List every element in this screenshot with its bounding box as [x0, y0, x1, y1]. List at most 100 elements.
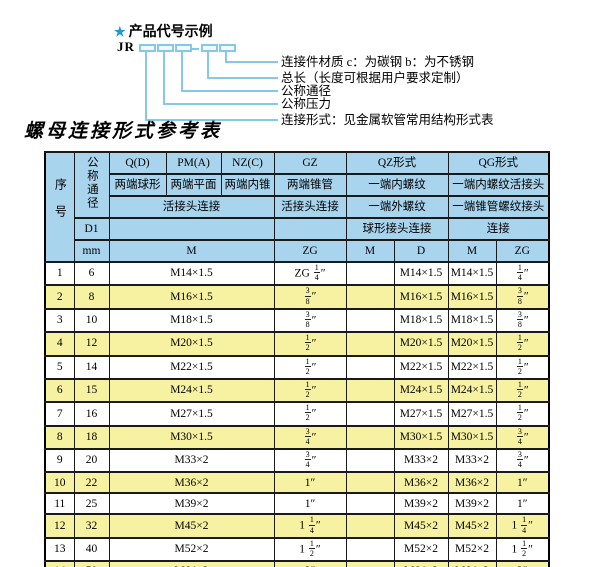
cell-m: M52×2	[108, 536, 275, 563]
cell-qz_d: M16×1.5	[393, 284, 449, 310]
star-icon: ★	[114, 24, 126, 39]
cell-m: M22×1.5	[108, 354, 275, 380]
cell-zg: 1″	[273, 471, 347, 495]
cell-zg: 3 8 ″	[273, 307, 347, 334]
connector-line	[145, 51, 147, 121]
cell-dn: 22	[73, 471, 110, 495]
cell-qz_m	[345, 536, 395, 563]
cell-qz_d: M18×1.5	[393, 307, 449, 334]
cell-qg_m: M33×2	[447, 447, 497, 474]
diagram-title: ★ 产品代号示例	[114, 21, 213, 41]
cell-qz_d: M39×2	[393, 492, 449, 516]
cell-qg_m: M30×1.5	[447, 424, 497, 451]
header-seq: 序号	[44, 151, 75, 263]
cell-qg_m: M24×1.5	[447, 377, 497, 404]
cell-seq: 6	[44, 377, 75, 404]
table-row: 11 25 M39×2 1″ M39×2 M39×2 1″	[44, 492, 550, 516]
cell-qz_d: M22×1.5	[393, 354, 449, 380]
cell-qg_m: M18×1.5	[447, 307, 497, 334]
cell-qg_m: M39×2	[447, 492, 497, 516]
table-row: 5 14 M22×1.5 1 2 ″ M22×1.5 M22×1.5 1 2 ″	[44, 354, 550, 380]
cell-dn: 6	[73, 260, 110, 287]
cell-qz_m	[345, 513, 395, 539]
cell-seq: 5	[44, 354, 75, 380]
cell-zg: 1 1 2 ″	[273, 536, 347, 563]
header-col-qz: QZ形式	[345, 151, 449, 175]
cell-m: M30×1.5	[108, 424, 275, 451]
cell-dn: 16	[73, 401, 110, 427]
cell-qz_m	[345, 401, 395, 427]
cell-qg_zg: 1″	[495, 492, 550, 516]
diagram-label-pressure: 公称压力	[281, 97, 332, 111]
header-pm-desc: 两端平面	[165, 173, 222, 197]
cell-qz_d: M64×2	[393, 560, 449, 567]
connector-line	[181, 90, 278, 92]
cell-qz_d: M33×2	[393, 447, 449, 474]
cell-seq: 12	[44, 513, 75, 539]
cell-m: M45×2	[108, 513, 275, 539]
cell-qz_m	[345, 377, 395, 404]
diagram-label-diameter: 公称通径	[281, 84, 332, 98]
connector-line	[225, 51, 227, 63]
cell-zg: 1 2 ″	[273, 354, 347, 380]
header-qz-conn: 球形接头连接	[345, 217, 449, 241]
cell-qz_d: M27×1.5	[393, 401, 449, 427]
cell-qz_m	[345, 492, 395, 516]
header-seq-label: 序号	[53, 178, 68, 233]
cell-qg_zg: 1 2 ″	[495, 331, 550, 357]
header-zg: ZG	[273, 239, 347, 263]
cell-m: M27×1.5	[108, 401, 275, 427]
cell-zg: 1 2 ″	[273, 401, 347, 427]
cell-zg: 3 4 ″	[273, 447, 347, 474]
cell-qg_zg: 1 4 ″	[495, 260, 550, 287]
cell-qz_m	[345, 354, 395, 380]
cell-zg: 1 2 ″	[273, 331, 347, 357]
table-row: 2 8 M16×1.5 3 8 ″ M16×1.5 M16×1.5 3 8 ″	[44, 284, 550, 310]
code-dash	[190, 48, 199, 50]
diagram-label-length: 总长（长度可根据用户要求定制）	[281, 71, 469, 85]
cell-zg: 3 4 ″	[273, 424, 347, 451]
cell-qg_zg: 1 1 2 ″	[495, 536, 550, 563]
cell-m: M33×2	[108, 447, 275, 474]
cell-qg_zg: 3 8 ″	[495, 307, 550, 334]
header-qg-desc1: 一端内螺纹活接头	[447, 173, 550, 197]
code-box-5	[219, 44, 236, 52]
header-mm: mm	[73, 239, 110, 263]
header-row-4: D1 球形接头连接 连接	[45, 217, 550, 241]
cell-qg_m: M45×2	[447, 513, 497, 539]
cell-qz_m	[345, 560, 395, 567]
nut-connection-reference-table: 序号 公称通径 Q(D) PM(A) NZ(C) GZ QZ形式 QG形式 两端…	[44, 151, 550, 567]
header-empty-cell	[273, 217, 347, 241]
cell-qg_m: M64×2	[447, 560, 497, 567]
header-qz-m: M	[345, 239, 395, 263]
cell-zg: 1″	[273, 492, 347, 516]
header-row-3: 活接头连接 活接头连接 一端外螺纹 一端锥管螺纹接头	[45, 195, 550, 219]
cell-qg_m: M20×1.5	[447, 331, 497, 357]
header-qg-m: M	[447, 239, 497, 263]
cell-dn: 8	[73, 284, 110, 310]
cell-qg_zg: 2″	[495, 560, 550, 567]
cell-m: M36×2	[108, 471, 275, 495]
header-gz-desc: 两端锥管	[273, 173, 347, 197]
table-row: 6 15 M24×1.5 1 2 ″ M24×1.5 M24×1.5 1 2 ″	[44, 377, 550, 404]
code-prefix: JR	[117, 39, 135, 54]
header-col-q: Q(D)	[108, 151, 167, 175]
header-row-2: 两端球形 两端平面 两端内锥 两端锥管 一端内螺纹 一端内螺纹活接头	[45, 173, 550, 197]
cell-m: M24×1.5	[108, 377, 275, 404]
cell-qg_zg: 1″	[495, 471, 550, 495]
cell-zg: 2″	[273, 560, 347, 567]
cell-dn: 20	[73, 447, 110, 474]
